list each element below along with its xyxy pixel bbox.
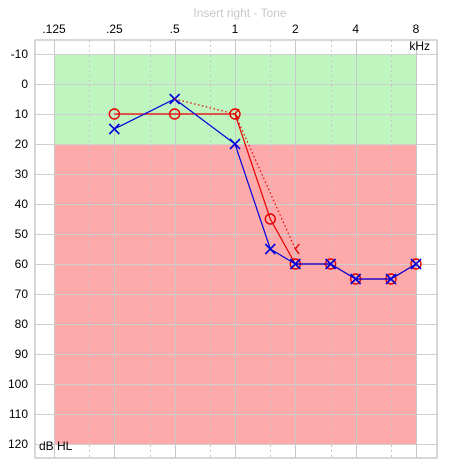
- data-point-bracket: [294, 243, 300, 255]
- data-point-circle: [168, 108, 181, 120]
- y-tick-label: 20: [15, 137, 29, 151]
- series-cross: [108, 93, 422, 285]
- y-tick-label: 60: [15, 257, 29, 271]
- y-tick-label: 10: [15, 107, 29, 121]
- x-tick-label: .25: [106, 22, 123, 36]
- y-tick-labels: -10 0 10 20 30 40 50 60 70 80 90 100 110 120: [8, 47, 28, 451]
- series-line-bracket: [174, 98, 296, 250]
- data-point-circle: [410, 258, 422, 270]
- y-axis-unit-label: dB HL: [39, 439, 73, 453]
- x-tick-label: .125: [42, 22, 66, 36]
- data-point-circle: [108, 108, 121, 120]
- y-tick-label: -10: [11, 47, 29, 61]
- y-tick-label: 30: [15, 167, 29, 181]
- data-point-cross: [229, 138, 241, 150]
- data-point-cross: [325, 258, 337, 270]
- data-point-cross: [385, 273, 397, 285]
- data-point-bracket: [234, 108, 240, 120]
- y-tick-label: 70: [15, 287, 29, 301]
- y-tick-label: 40: [15, 197, 29, 211]
- data-point-cross: [410, 258, 422, 270]
- data-point-cross: [169, 93, 181, 105]
- y-tick-label: 100: [8, 377, 28, 391]
- data-point-cross: [289, 258, 301, 270]
- x-tick-label: 8: [413, 22, 420, 36]
- y-tick-label: 0: [21, 77, 28, 91]
- y-tick-label: 90: [15, 347, 29, 361]
- x-tick-label: .5: [170, 22, 180, 36]
- data-point-cross: [108, 123, 120, 135]
- data-point-cross: [350, 273, 362, 285]
- y-tick-label: 50: [15, 227, 29, 241]
- x-tick-label: 4: [352, 22, 359, 36]
- x-tick-labels: .125 .25 .5 1 2 4 8: [42, 22, 419, 36]
- x-tick-label: 1: [232, 22, 239, 36]
- data-point-circle: [264, 213, 276, 225]
- x-tick-label: 2: [292, 22, 299, 36]
- data-point-cross: [264, 243, 276, 255]
- series-bracket: [174, 98, 300, 255]
- y-tick-label: 80: [15, 317, 29, 331]
- x-axis-unit-label: kHz: [409, 39, 430, 53]
- y-tick-label: 110: [9, 407, 28, 421]
- y-tick-label: 120: [8, 437, 28, 451]
- chart-title: Insert right - Tone: [193, 6, 286, 20]
- data-point-circle: [229, 108, 241, 120]
